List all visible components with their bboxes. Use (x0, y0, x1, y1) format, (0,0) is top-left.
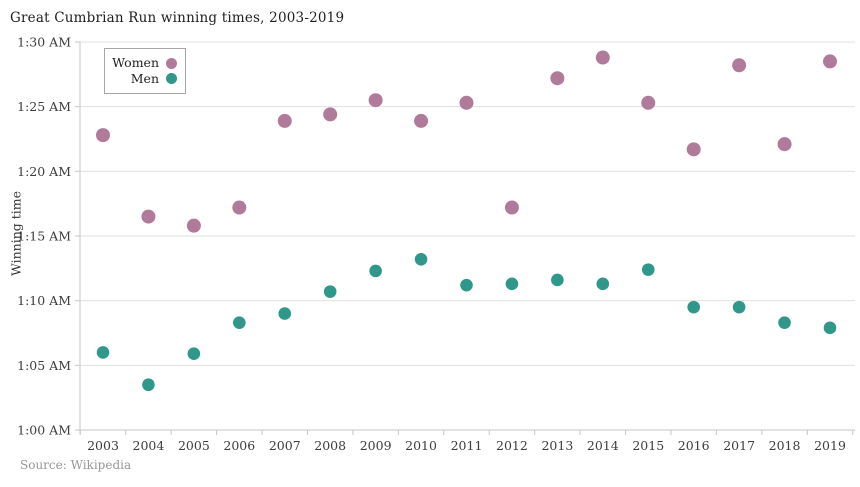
x-tick-label: 2005 (178, 438, 210, 453)
x-tick-label: 2019 (814, 438, 846, 453)
data-point-men-2018[interactable] (778, 316, 791, 329)
data-point-men-2013[interactable] (551, 273, 564, 287)
x-tick-label: 2018 (769, 438, 801, 453)
data-point-women-2015[interactable] (641, 95, 656, 110)
x-tick-label: 2015 (632, 438, 664, 453)
legend-label-men: Men (130, 70, 159, 86)
legend-marker-women-icon (166, 57, 177, 69)
y-tick-label: 1:30 AM (17, 35, 71, 50)
y-tick-label: 1:10 AM (17, 293, 71, 308)
legend: Women Men (104, 48, 186, 94)
legend-item-women: Women (105, 55, 177, 70)
data-point-women-2012[interactable] (504, 200, 519, 215)
data-point-women-2007[interactable] (277, 113, 292, 128)
y-tick-label: 1:25 AM (17, 99, 71, 114)
data-point-women-2011[interactable] (459, 95, 474, 110)
data-point-men-2015[interactable] (641, 263, 655, 276)
chart-title: Great Cumbrian Run winning times, 2003-2… (10, 10, 345, 26)
y-tick-label: 1:00 AM (17, 423, 71, 438)
y-tick-label: 1:05 AM (17, 358, 71, 373)
data-point-women-2006[interactable] (232, 200, 247, 215)
data-point-women-2016[interactable] (686, 142, 701, 157)
y-axis-title: Winning time (8, 190, 24, 277)
data-point-men-2003[interactable] (96, 346, 110, 359)
x-tick-label: 2008 (314, 438, 346, 453)
data-point-women-2010[interactable] (414, 113, 429, 128)
x-tick-label: 2016 (678, 438, 710, 453)
data-point-men-2017[interactable] (732, 300, 746, 314)
x-tick-label: 2006 (223, 438, 255, 453)
x-tick-label: 2013 (541, 438, 573, 453)
data-point-women-2009[interactable] (368, 93, 383, 108)
legend-item-men: Men (105, 70, 177, 86)
data-point-men-2011[interactable] (460, 278, 473, 292)
x-tick-label: 2009 (360, 438, 392, 453)
legend-label-women: Women (112, 55, 159, 70)
data-point-men-2014[interactable] (596, 277, 610, 291)
x-tick-label: 2003 (87, 438, 119, 453)
y-tick-label: 1:20 AM (17, 164, 71, 179)
y-tick-label: 1:15 AM (17, 229, 71, 244)
x-tick-label: 2011 (451, 438, 483, 453)
data-point-men-2008[interactable] (323, 285, 337, 298)
data-point-men-2016[interactable] (687, 300, 700, 314)
x-tick-label: 2012 (496, 438, 528, 453)
data-point-women-2013[interactable] (550, 71, 565, 86)
x-tick-label: 2010 (405, 438, 437, 453)
data-point-men-2012[interactable] (505, 277, 519, 291)
x-tick-label: 2017 (723, 438, 755, 453)
data-point-women-2004[interactable] (141, 209, 156, 224)
data-point-men-2009[interactable] (369, 264, 382, 278)
data-point-women-2017[interactable] (732, 58, 747, 73)
data-point-men-2005[interactable] (187, 347, 201, 360)
x-tick-label: 2007 (269, 438, 301, 453)
data-point-men-2007[interactable] (278, 307, 292, 320)
data-point-women-2014[interactable] (595, 50, 610, 65)
x-tick-label: 2014 (587, 438, 619, 453)
data-point-women-2008[interactable] (323, 107, 338, 122)
data-point-men-2006[interactable] (233, 316, 246, 329)
source-note: Source: Wikipedia (20, 458, 132, 472)
x-tick-label: 2004 (133, 438, 165, 453)
data-point-men-2010[interactable] (414, 252, 428, 266)
data-point-men-2004[interactable] (142, 378, 155, 392)
data-point-women-2005[interactable] (186, 218, 201, 233)
legend-marker-men-icon (166, 73, 177, 85)
data-point-women-2003[interactable] (96, 128, 110, 143)
data-point-women-2019[interactable] (823, 54, 837, 69)
data-point-women-2018[interactable] (777, 137, 792, 152)
data-point-men-2019[interactable] (823, 321, 837, 335)
